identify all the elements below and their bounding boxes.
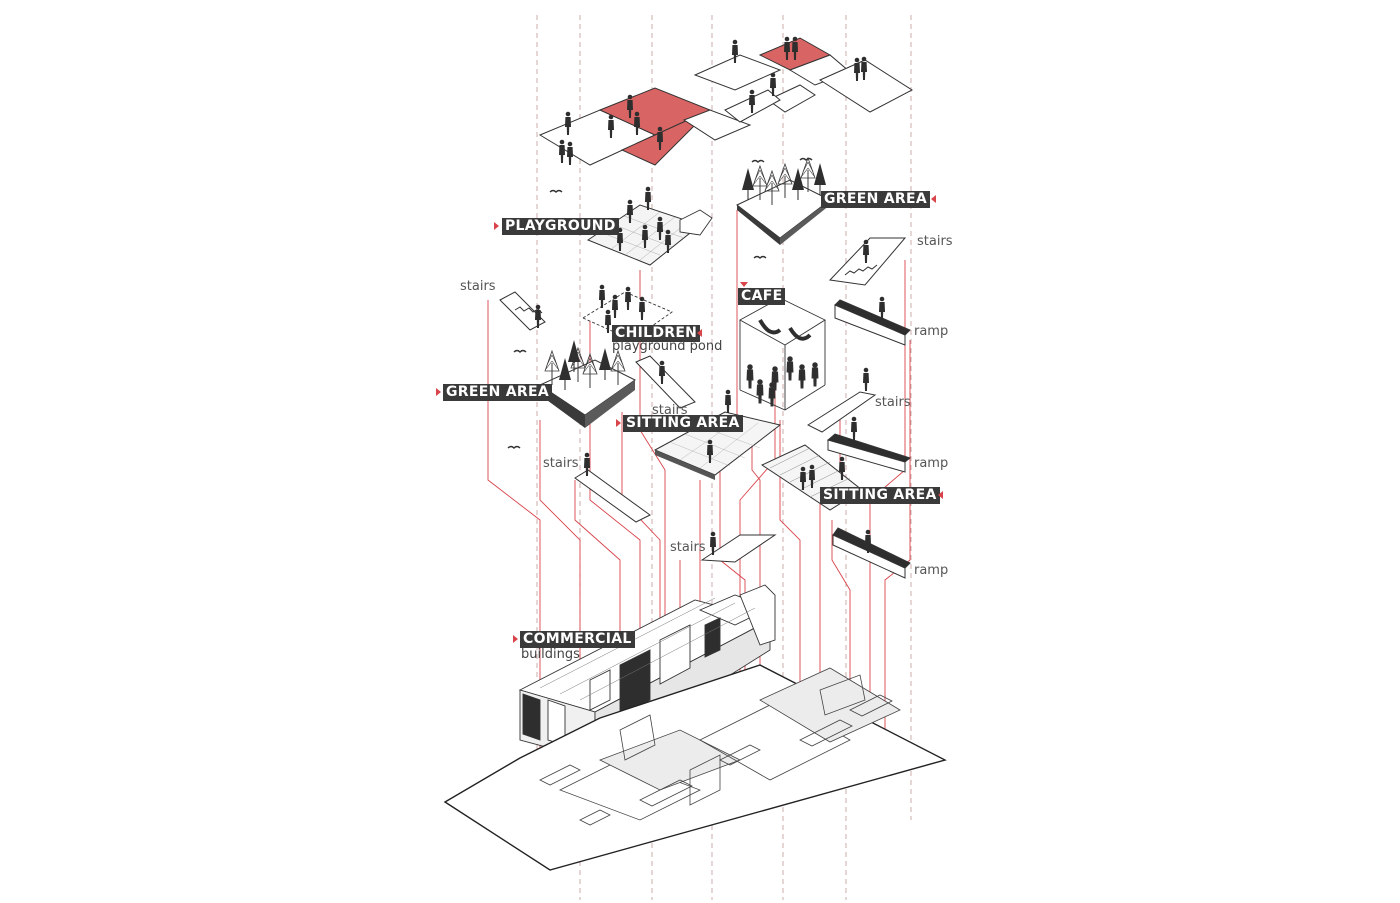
sitting-area-right-label: SITTING AREA <box>820 487 940 504</box>
sitting-area-right-marker <box>938 491 943 499</box>
cafe-label: CAFE <box>738 288 786 305</box>
children-label: CHILDREN <box>612 325 701 342</box>
stairs-right-top-label: stairs <box>917 234 953 249</box>
commercial-sublabel: buildings <box>521 647 580 662</box>
ramp-right-mid-label: ramp <box>914 456 949 471</box>
stairs-left-mid-label: stairs <box>543 456 579 471</box>
roof-plates <box>538 37 913 166</box>
sitting-area-center-marker <box>616 419 621 427</box>
cafe-marker <box>740 282 748 287</box>
ramp-right-low-label: ramp <box>914 563 949 578</box>
sitting-area-center-plate <box>653 389 782 480</box>
stairs-right-mid-label: stairs <box>875 395 911 410</box>
green-area-top-box <box>736 157 831 245</box>
playground-plate <box>586 186 713 266</box>
stairs-left-top-label: stairs <box>460 279 496 294</box>
base-site-plan <box>443 664 947 871</box>
playground-label: PLAYGROUND <box>502 218 619 235</box>
sitting-area-center-label: SITTING AREA <box>623 415 743 432</box>
green-area-top-label: GREEN AREA <box>821 191 931 208</box>
stairs-and-ramps <box>499 237 912 579</box>
children-marker <box>697 329 702 337</box>
green-area-left-label: GREEN AREA <box>443 384 553 401</box>
green-area-left-marker <box>436 388 441 396</box>
cafe-box <box>739 297 826 411</box>
stairs-lower-label: stairs <box>670 540 706 555</box>
commercial-label: COMMERCIAL <box>520 631 635 648</box>
stairs-center-label: stairs <box>652 403 688 418</box>
green-area-top-marker <box>931 195 936 203</box>
children-sublabel: playground pond <box>612 339 723 354</box>
commercial-marker <box>513 635 518 643</box>
ramp-right-top-label: ramp <box>914 324 949 339</box>
playground-marker <box>494 222 499 230</box>
